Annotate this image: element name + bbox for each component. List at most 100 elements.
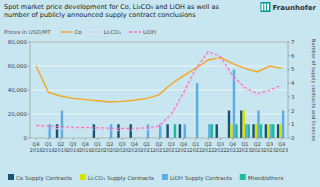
- bar: [240, 111, 242, 138]
- legend-label: LiOH: [143, 29, 156, 35]
- tick-label: 80,000: [8, 39, 28, 45]
- tick: [73, 138, 74, 140]
- tick-label: Q42023: [275, 141, 288, 153]
- tick-label: 60,000: [8, 63, 28, 69]
- bar: [282, 111, 284, 138]
- tick-label-line: 2023: [263, 147, 276, 153]
- tick-label: 2: [291, 108, 295, 114]
- title-line: number of publicly announced supply cont…: [4, 11, 196, 19]
- tick-label-line: 2019: [67, 147, 80, 153]
- tick-label-line: 2020: [103, 147, 116, 153]
- bar: [61, 111, 63, 138]
- line: [36, 58, 282, 102]
- y-axis: 020,00040,00060,00080,000: [8, 39, 30, 141]
- tick: [60, 138, 61, 140]
- bar: [257, 111, 259, 138]
- bar: [272, 124, 274, 138]
- legend-swatch: [61, 31, 73, 32]
- grid: [30, 42, 288, 138]
- tick: [288, 138, 290, 139]
- y2-label: Number of supply contracts and licences: [310, 39, 317, 142]
- bar: [174, 124, 176, 138]
- tick: [109, 138, 110, 140]
- tick: [134, 138, 135, 140]
- tick-label: Q22019: [54, 141, 67, 153]
- tick: [245, 138, 246, 140]
- tick-label: Q32022: [214, 141, 227, 153]
- tick-label-line: 2023: [275, 147, 288, 153]
- bar: [245, 124, 247, 138]
- tick-label: Q22022: [202, 141, 215, 153]
- bar: [184, 124, 186, 138]
- tick-label: Q32023: [263, 141, 276, 153]
- logo-bar: [264, 4, 266, 11]
- line-legend: Co Li₂CO₃ LiOH: [61, 29, 156, 35]
- bar: [243, 111, 245, 138]
- tick-label-line: 2022: [214, 147, 227, 153]
- tick-label: Q32021: [165, 141, 178, 153]
- legend-label: Co: [75, 29, 83, 35]
- tick-label: 7: [291, 39, 295, 45]
- tick: [28, 90, 30, 91]
- legend-label: Li₂CO₃: [104, 29, 121, 35]
- y2-axis: 01234567: [288, 39, 295, 141]
- tick-label-line: 2021: [140, 147, 153, 153]
- bar: [235, 124, 237, 138]
- tick-label: 20,000: [8, 111, 28, 117]
- x-axis: Q42018Q12019Q22019Q32019Q42019Q12020Q220…: [30, 138, 288, 153]
- bar: [252, 124, 254, 138]
- line: [36, 52, 282, 129]
- tick-label-line: 2022: [226, 147, 239, 153]
- tick-label: Q42020: [128, 141, 141, 153]
- bar: [247, 124, 249, 138]
- tick: [288, 124, 290, 125]
- tick: [85, 138, 86, 140]
- legend-swatch: [129, 31, 141, 32]
- bar-legend: Co Supply ContractsLi₂CO₃ Supply Contrac…: [8, 174, 283, 182]
- tick-label: Q12020: [91, 141, 104, 153]
- tick: [269, 138, 270, 140]
- tick-label: 3: [291, 94, 295, 100]
- bar-series: [174, 124, 275, 138]
- legend-swatch: [80, 174, 86, 180]
- tick-label: Q42022: [226, 141, 239, 153]
- tick: [48, 138, 49, 140]
- logo-bar: [267, 4, 269, 11]
- bar: [267, 124, 269, 138]
- legend-swatch: [240, 174, 246, 180]
- bar: [159, 124, 161, 138]
- bar: [166, 124, 168, 138]
- legend-swatch: [90, 31, 102, 32]
- frame: [30, 42, 288, 138]
- bar: [279, 124, 281, 138]
- tick-label: 4: [291, 80, 295, 86]
- tick: [171, 138, 172, 140]
- tick-label-line: 2020: [128, 147, 141, 153]
- bar: [228, 111, 230, 138]
- bar-series: [56, 111, 280, 138]
- bar: [270, 124, 272, 138]
- tick: [288, 42, 290, 43]
- tick-label-line: 2023: [239, 147, 252, 153]
- tick-label: Q22020: [103, 141, 116, 153]
- tick-label: 1: [291, 121, 295, 127]
- tick-label: Q42018: [30, 141, 43, 153]
- tick-label: 6: [291, 53, 295, 59]
- tick-label: Q42021: [177, 141, 190, 153]
- tick: [257, 138, 258, 140]
- tick-label: Q22023: [251, 141, 264, 153]
- tick-label: Q12019: [42, 141, 55, 153]
- tick-label: Q12021: [140, 141, 153, 153]
- tick-label-line: 2023: [251, 147, 264, 153]
- subtitle: Prices in USD/MT: [4, 29, 51, 35]
- tick: [195, 138, 196, 140]
- tick-label: 40,000: [8, 87, 28, 93]
- bar: [255, 124, 257, 138]
- tick: [28, 66, 30, 67]
- bar: [110, 124, 112, 138]
- logo-bar: [261, 4, 263, 11]
- tick: [97, 138, 98, 140]
- tick-label-line: 2019: [42, 147, 55, 153]
- tick-label-line: 2021: [153, 147, 166, 153]
- tick: [146, 138, 147, 140]
